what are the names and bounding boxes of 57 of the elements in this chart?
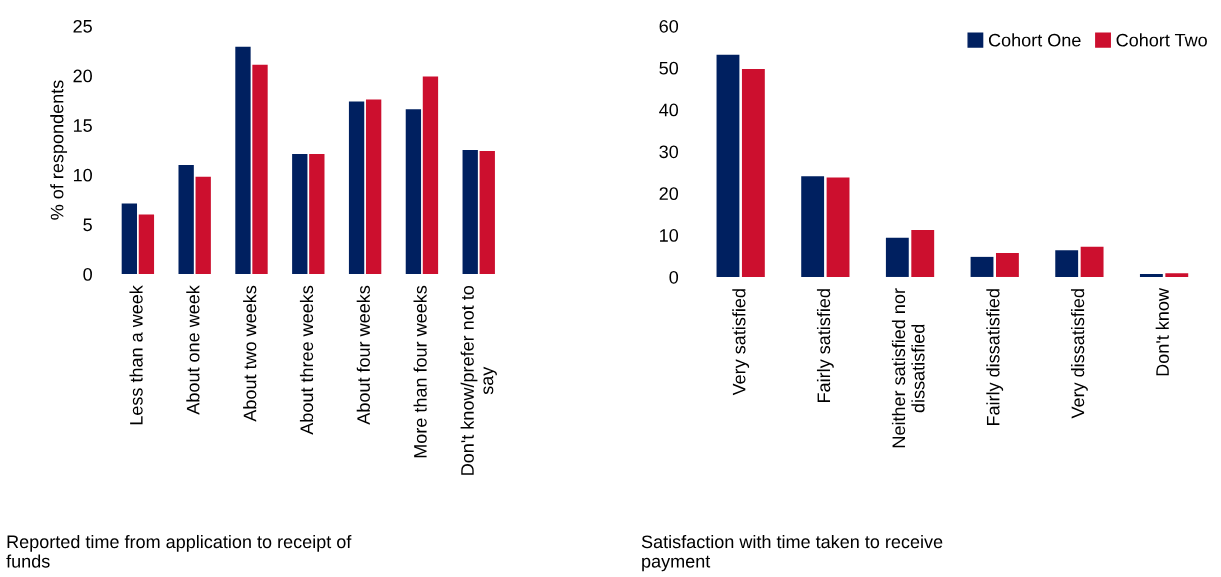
bar bbox=[348, 101, 365, 275]
bar bbox=[292, 153, 308, 275]
bar bbox=[462, 150, 478, 275]
y-tick-label: 25 bbox=[73, 19, 92, 33]
x-tick-label: More than four weeks bbox=[413, 285, 427, 458]
bar bbox=[138, 214, 155, 275]
x-tick-label: About two weeks bbox=[243, 285, 257, 422]
legend-label: Cohort Two bbox=[1116, 33, 1207, 47]
bar bbox=[995, 253, 1019, 277]
bar bbox=[911, 230, 935, 277]
x-tick-label: Neither satisfied nor dissatisfied bbox=[891, 288, 925, 448]
y-tick-label: 15 bbox=[73, 119, 92, 132]
y-tick-label: 20 bbox=[659, 187, 679, 201]
y-tick-label: 30 bbox=[659, 145, 679, 159]
bar bbox=[178, 164, 194, 275]
bar bbox=[235, 46, 251, 275]
x-tick-label: Very dissatisfied bbox=[1070, 289, 1088, 419]
x-axis-title: Satisfaction with time taken to receive payment bbox=[641, 534, 943, 572]
y-tick-label: 50 bbox=[659, 61, 679, 75]
bar bbox=[405, 109, 422, 275]
bar bbox=[1080, 246, 1104, 277]
bar bbox=[309, 153, 325, 275]
bar bbox=[422, 76, 439, 275]
y-tick-label: 0 bbox=[669, 270, 679, 284]
x-tick-label: Fairly satisfied bbox=[816, 289, 834, 402]
bar bbox=[970, 256, 994, 277]
bar bbox=[252, 64, 268, 275]
bar bbox=[801, 176, 825, 277]
x-tick-label: About four weeks bbox=[356, 285, 370, 425]
bar bbox=[121, 203, 138, 275]
bar bbox=[741, 69, 765, 277]
x-tick-label: About three weeks bbox=[299, 285, 314, 435]
bar bbox=[1165, 273, 1189, 277]
legend-label: Cohort One bbox=[988, 33, 1081, 47]
bar bbox=[1139, 274, 1163, 277]
x-tick-label: Less than a week bbox=[129, 285, 143, 425]
y-tick-label: 10 bbox=[73, 168, 92, 182]
y-axis-title: % of respondents bbox=[50, 80, 68, 220]
y-tick-label: 40 bbox=[659, 103, 679, 117]
bar bbox=[826, 177, 850, 277]
x-axis-title: Reported time from application to receipt of funds bbox=[6, 534, 352, 568]
y-tick-label: 20 bbox=[73, 69, 92, 83]
bar bbox=[479, 151, 495, 275]
x-tick-label: Very satisfied bbox=[732, 289, 750, 396]
bar bbox=[1055, 250, 1079, 277]
x-tick-label: Don't know/prefer not to say bbox=[460, 285, 497, 475]
y-tick-label: 0 bbox=[83, 268, 92, 281]
y-tick-label: 60 bbox=[659, 19, 679, 33]
bar bbox=[716, 54, 740, 277]
y-tick-label: 5 bbox=[83, 218, 92, 232]
x-tick-label: About one week bbox=[186, 285, 200, 415]
bar bbox=[365, 99, 382, 275]
bar bbox=[885, 237, 909, 277]
x-tick-label: Don't know bbox=[1155, 288, 1169, 376]
x-tick-label: Fairly dissatisfied bbox=[986, 289, 1004, 426]
bar bbox=[195, 176, 211, 275]
y-tick-label: 10 bbox=[660, 229, 679, 242]
